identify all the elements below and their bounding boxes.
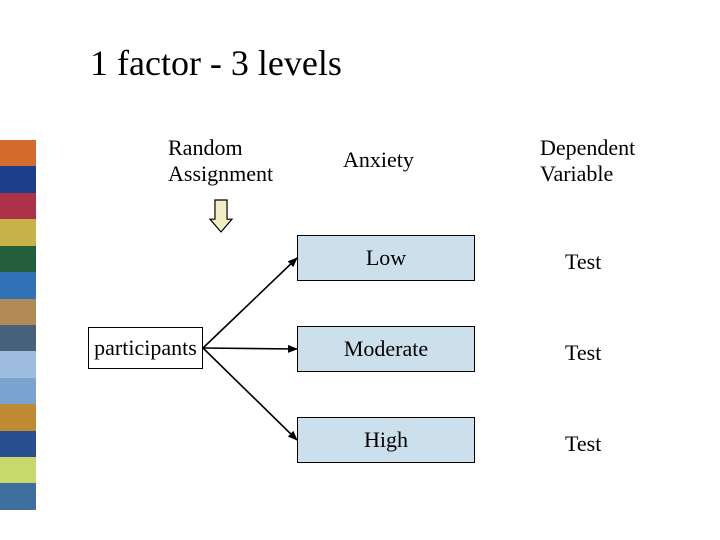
dv-test-0: Test: [565, 249, 601, 275]
header-factor: Anxiety: [343, 147, 414, 173]
sidebar-color-strip: [0, 140, 36, 510]
level-box-low: Low: [297, 235, 475, 281]
dv-test-1: Test: [565, 340, 601, 366]
header-assignment: Random Assignment: [168, 135, 273, 188]
level-box-moderate: Moderate: [297, 326, 475, 372]
level-box-high: High: [297, 417, 475, 463]
slide-title: 1 factor - 3 levels: [90, 42, 342, 84]
dv-test-2: Test: [565, 431, 601, 457]
level-label: High: [364, 427, 408, 453]
level-label: Moderate: [344, 336, 428, 362]
level-label: Low: [366, 245, 406, 271]
participants-box: participants: [88, 327, 203, 369]
header-dv: Dependent Variable: [540, 135, 635, 188]
participants-label: participants: [94, 335, 197, 361]
